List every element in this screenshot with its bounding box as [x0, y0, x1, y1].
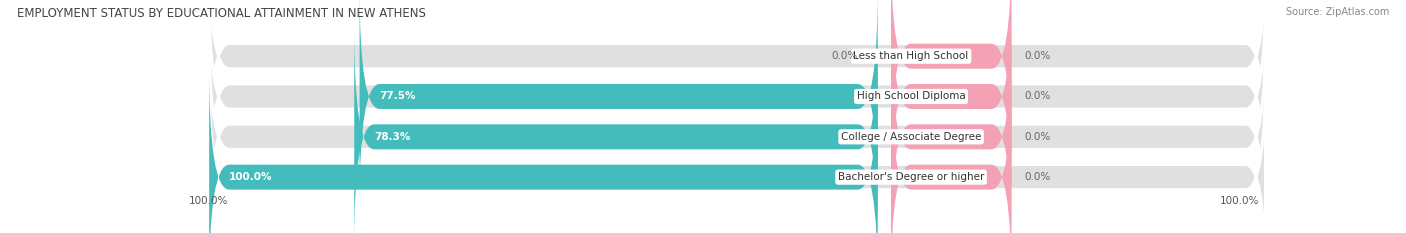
Text: College / Associate Degree: College / Associate Degree [841, 132, 981, 142]
Text: 100.0%: 100.0% [190, 196, 229, 206]
Text: High School Diploma: High School Diploma [856, 92, 966, 102]
FancyBboxPatch shape [891, 69, 1011, 233]
Text: Less than High School: Less than High School [853, 51, 969, 61]
Text: 78.3%: 78.3% [374, 132, 411, 142]
FancyBboxPatch shape [891, 0, 1011, 205]
FancyBboxPatch shape [209, 0, 1265, 165]
Text: 0.0%: 0.0% [1025, 132, 1052, 142]
Text: 77.5%: 77.5% [380, 92, 416, 102]
FancyBboxPatch shape [209, 28, 1265, 233]
Text: Bachelor's Degree or higher: Bachelor's Degree or higher [838, 172, 984, 182]
Text: 0.0%: 0.0% [1025, 51, 1052, 61]
Text: 0.0%: 0.0% [1025, 172, 1052, 182]
Text: 100.0%: 100.0% [229, 172, 273, 182]
FancyBboxPatch shape [209, 69, 877, 233]
Text: 100.0%: 100.0% [1219, 196, 1258, 206]
Text: 0.0%: 0.0% [831, 51, 858, 61]
Text: EMPLOYMENT STATUS BY EDUCATIONAL ATTAINMENT IN NEW ATHENS: EMPLOYMENT STATUS BY EDUCATIONAL ATTAINM… [17, 7, 426, 20]
Text: 0.0%: 0.0% [1025, 92, 1052, 102]
FancyBboxPatch shape [891, 28, 1011, 233]
FancyBboxPatch shape [360, 0, 877, 205]
FancyBboxPatch shape [354, 28, 877, 233]
FancyBboxPatch shape [891, 0, 1011, 165]
FancyBboxPatch shape [209, 0, 1265, 205]
FancyBboxPatch shape [209, 69, 1265, 233]
Text: Source: ZipAtlas.com: Source: ZipAtlas.com [1285, 7, 1389, 17]
